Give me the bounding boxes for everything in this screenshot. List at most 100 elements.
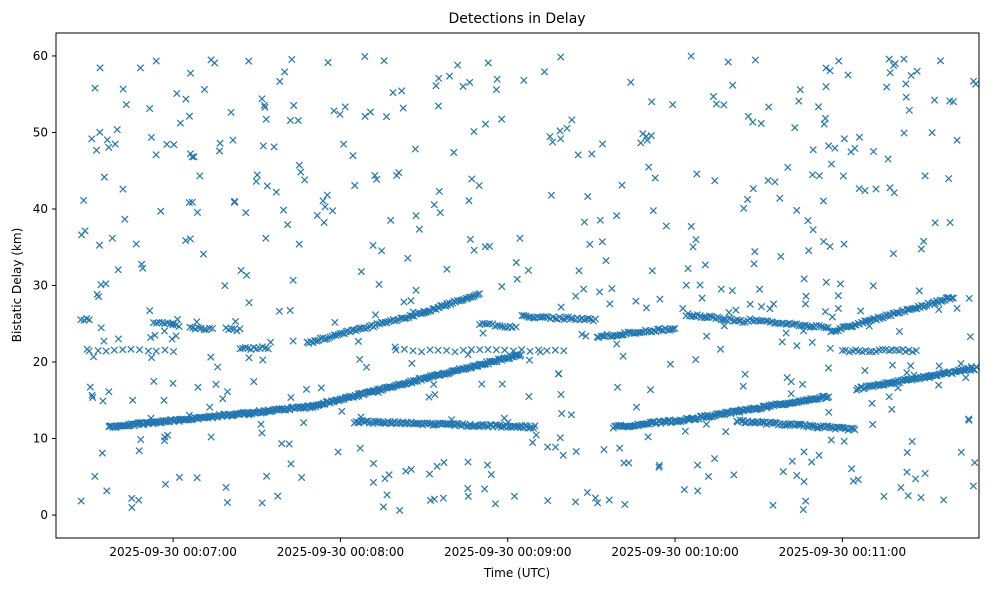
data-point bbox=[475, 181, 483, 190]
data-point bbox=[289, 337, 297, 345]
data-point bbox=[361, 52, 369, 61]
data-point bbox=[99, 397, 107, 405]
data-point bbox=[930, 96, 939, 104]
data-point bbox=[94, 347, 102, 355]
data-point bbox=[484, 345, 492, 354]
data-point bbox=[136, 64, 145, 72]
data-point bbox=[917, 245, 925, 253]
data-point bbox=[972, 80, 980, 88]
data-point bbox=[93, 290, 101, 299]
data-point bbox=[921, 172, 929, 180]
data-point bbox=[435, 187, 443, 196]
data-point bbox=[258, 499, 266, 507]
data-point bbox=[800, 275, 808, 283]
data-point bbox=[751, 56, 760, 64]
data-point bbox=[917, 493, 925, 502]
data-point bbox=[127, 345, 135, 353]
data-point bbox=[729, 317, 737, 325]
data-point bbox=[185, 411, 193, 419]
data-point bbox=[484, 59, 492, 67]
data-point bbox=[648, 267, 656, 275]
data-point bbox=[546, 133, 554, 141]
data-point bbox=[286, 116, 295, 125]
data-point bbox=[681, 427, 689, 435]
data-point bbox=[389, 89, 397, 97]
data-point bbox=[378, 247, 386, 255]
data-point bbox=[236, 345, 244, 353]
data-point bbox=[89, 393, 97, 402]
data-point bbox=[957, 359, 965, 368]
data-point bbox=[572, 292, 580, 300]
data-point bbox=[632, 297, 640, 305]
data-point bbox=[591, 315, 600, 323]
data-point bbox=[382, 113, 391, 121]
data-point bbox=[431, 391, 439, 399]
data-point bbox=[464, 351, 472, 359]
data-point bbox=[121, 215, 129, 223]
data-point bbox=[513, 275, 521, 283]
x-tick-label: 2025-09-30 00:07:00 bbox=[109, 545, 236, 559]
data-point bbox=[105, 388, 113, 396]
data-point bbox=[230, 198, 239, 206]
data-point bbox=[119, 185, 127, 193]
data-point bbox=[92, 146, 101, 154]
data-point bbox=[223, 498, 232, 507]
data-point bbox=[408, 359, 416, 367]
data-point bbox=[412, 286, 420, 294]
data-point bbox=[369, 478, 378, 487]
data-point bbox=[492, 86, 501, 94]
data-point bbox=[186, 235, 194, 243]
data-point bbox=[971, 458, 979, 467]
data-point bbox=[215, 147, 224, 155]
data-point bbox=[334, 448, 342, 456]
data-point bbox=[865, 322, 873, 330]
data-point bbox=[694, 461, 702, 469]
data-point bbox=[728, 286, 736, 295]
data-point bbox=[934, 381, 943, 389]
data-point bbox=[809, 226, 817, 234]
data-point bbox=[478, 380, 486, 388]
data-point bbox=[819, 237, 828, 246]
data-point bbox=[645, 163, 653, 171]
data-point bbox=[584, 192, 592, 201]
data-point bbox=[387, 216, 395, 225]
data-point bbox=[732, 306, 740, 314]
data-point bbox=[85, 316, 93, 324]
data-point bbox=[790, 320, 798, 328]
data-point bbox=[895, 327, 904, 336]
data-point bbox=[897, 483, 905, 492]
data-point bbox=[935, 362, 943, 370]
data-point bbox=[161, 480, 170, 488]
data-point bbox=[124, 422, 132, 430]
data-point bbox=[802, 497, 810, 505]
data-point bbox=[735, 317, 743, 325]
data-point bbox=[525, 392, 533, 401]
data-point bbox=[939, 296, 947, 305]
data-point bbox=[373, 319, 381, 328]
data-point bbox=[323, 191, 331, 199]
data-point bbox=[498, 282, 506, 291]
data-point bbox=[648, 98, 656, 106]
y-axis: 0 10 20 30 40 50 60 bbox=[33, 49, 56, 522]
data-point bbox=[175, 473, 184, 481]
data-point bbox=[399, 104, 407, 112]
data-point bbox=[520, 311, 528, 320]
data-point bbox=[200, 85, 209, 94]
data-point bbox=[194, 383, 202, 391]
data-point bbox=[936, 57, 945, 65]
data-point bbox=[776, 194, 784, 202]
data-point bbox=[433, 462, 441, 470]
data-point bbox=[328, 397, 336, 406]
data-point bbox=[600, 445, 608, 454]
data-point bbox=[778, 338, 786, 346]
data-point bbox=[207, 433, 215, 441]
x-axis-label: Time (UTC) bbox=[483, 566, 550, 580]
data-point bbox=[608, 284, 616, 293]
data-point bbox=[836, 280, 845, 288]
data-point bbox=[949, 294, 958, 302]
data-point bbox=[551, 443, 560, 451]
data-point bbox=[919, 237, 928, 246]
data-point bbox=[822, 324, 830, 332]
data-point bbox=[280, 68, 289, 76]
